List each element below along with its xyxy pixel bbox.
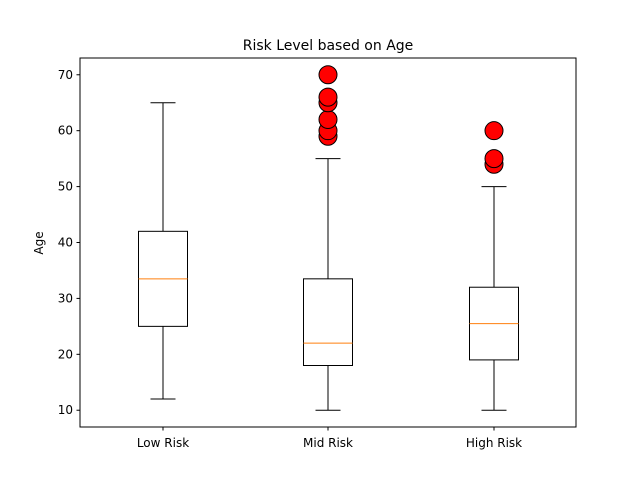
x-tick-label: Mid Risk bbox=[303, 436, 353, 450]
outlier-point bbox=[484, 149, 504, 169]
outlier-point bbox=[318, 110, 338, 129]
outlier-point bbox=[484, 121, 504, 141]
x-tick-label: Low Risk bbox=[137, 436, 189, 450]
outlier-point bbox=[318, 87, 338, 107]
y-axis-label: Age bbox=[32, 231, 46, 254]
iqr-box bbox=[303, 278, 353, 366]
y-tick-label: 70 bbox=[58, 68, 73, 82]
plot-area: 10 20 30 40 50 60 70 Low Risk Mid Risk High Risk bbox=[58, 57, 577, 450]
outlier-point bbox=[318, 65, 338, 85]
y-tick-label: 60 bbox=[58, 124, 73, 138]
y-tick-label: 50 bbox=[58, 180, 73, 194]
chart-title: Risk Level based on Age bbox=[243, 38, 414, 54]
y-tick-label: 30 bbox=[58, 291, 73, 305]
x-tick-label: High Risk bbox=[466, 436, 522, 450]
y-tick-label: 40 bbox=[58, 236, 73, 250]
y-tick-label: 20 bbox=[58, 347, 73, 361]
y-tick-label: 10 bbox=[58, 403, 73, 417]
